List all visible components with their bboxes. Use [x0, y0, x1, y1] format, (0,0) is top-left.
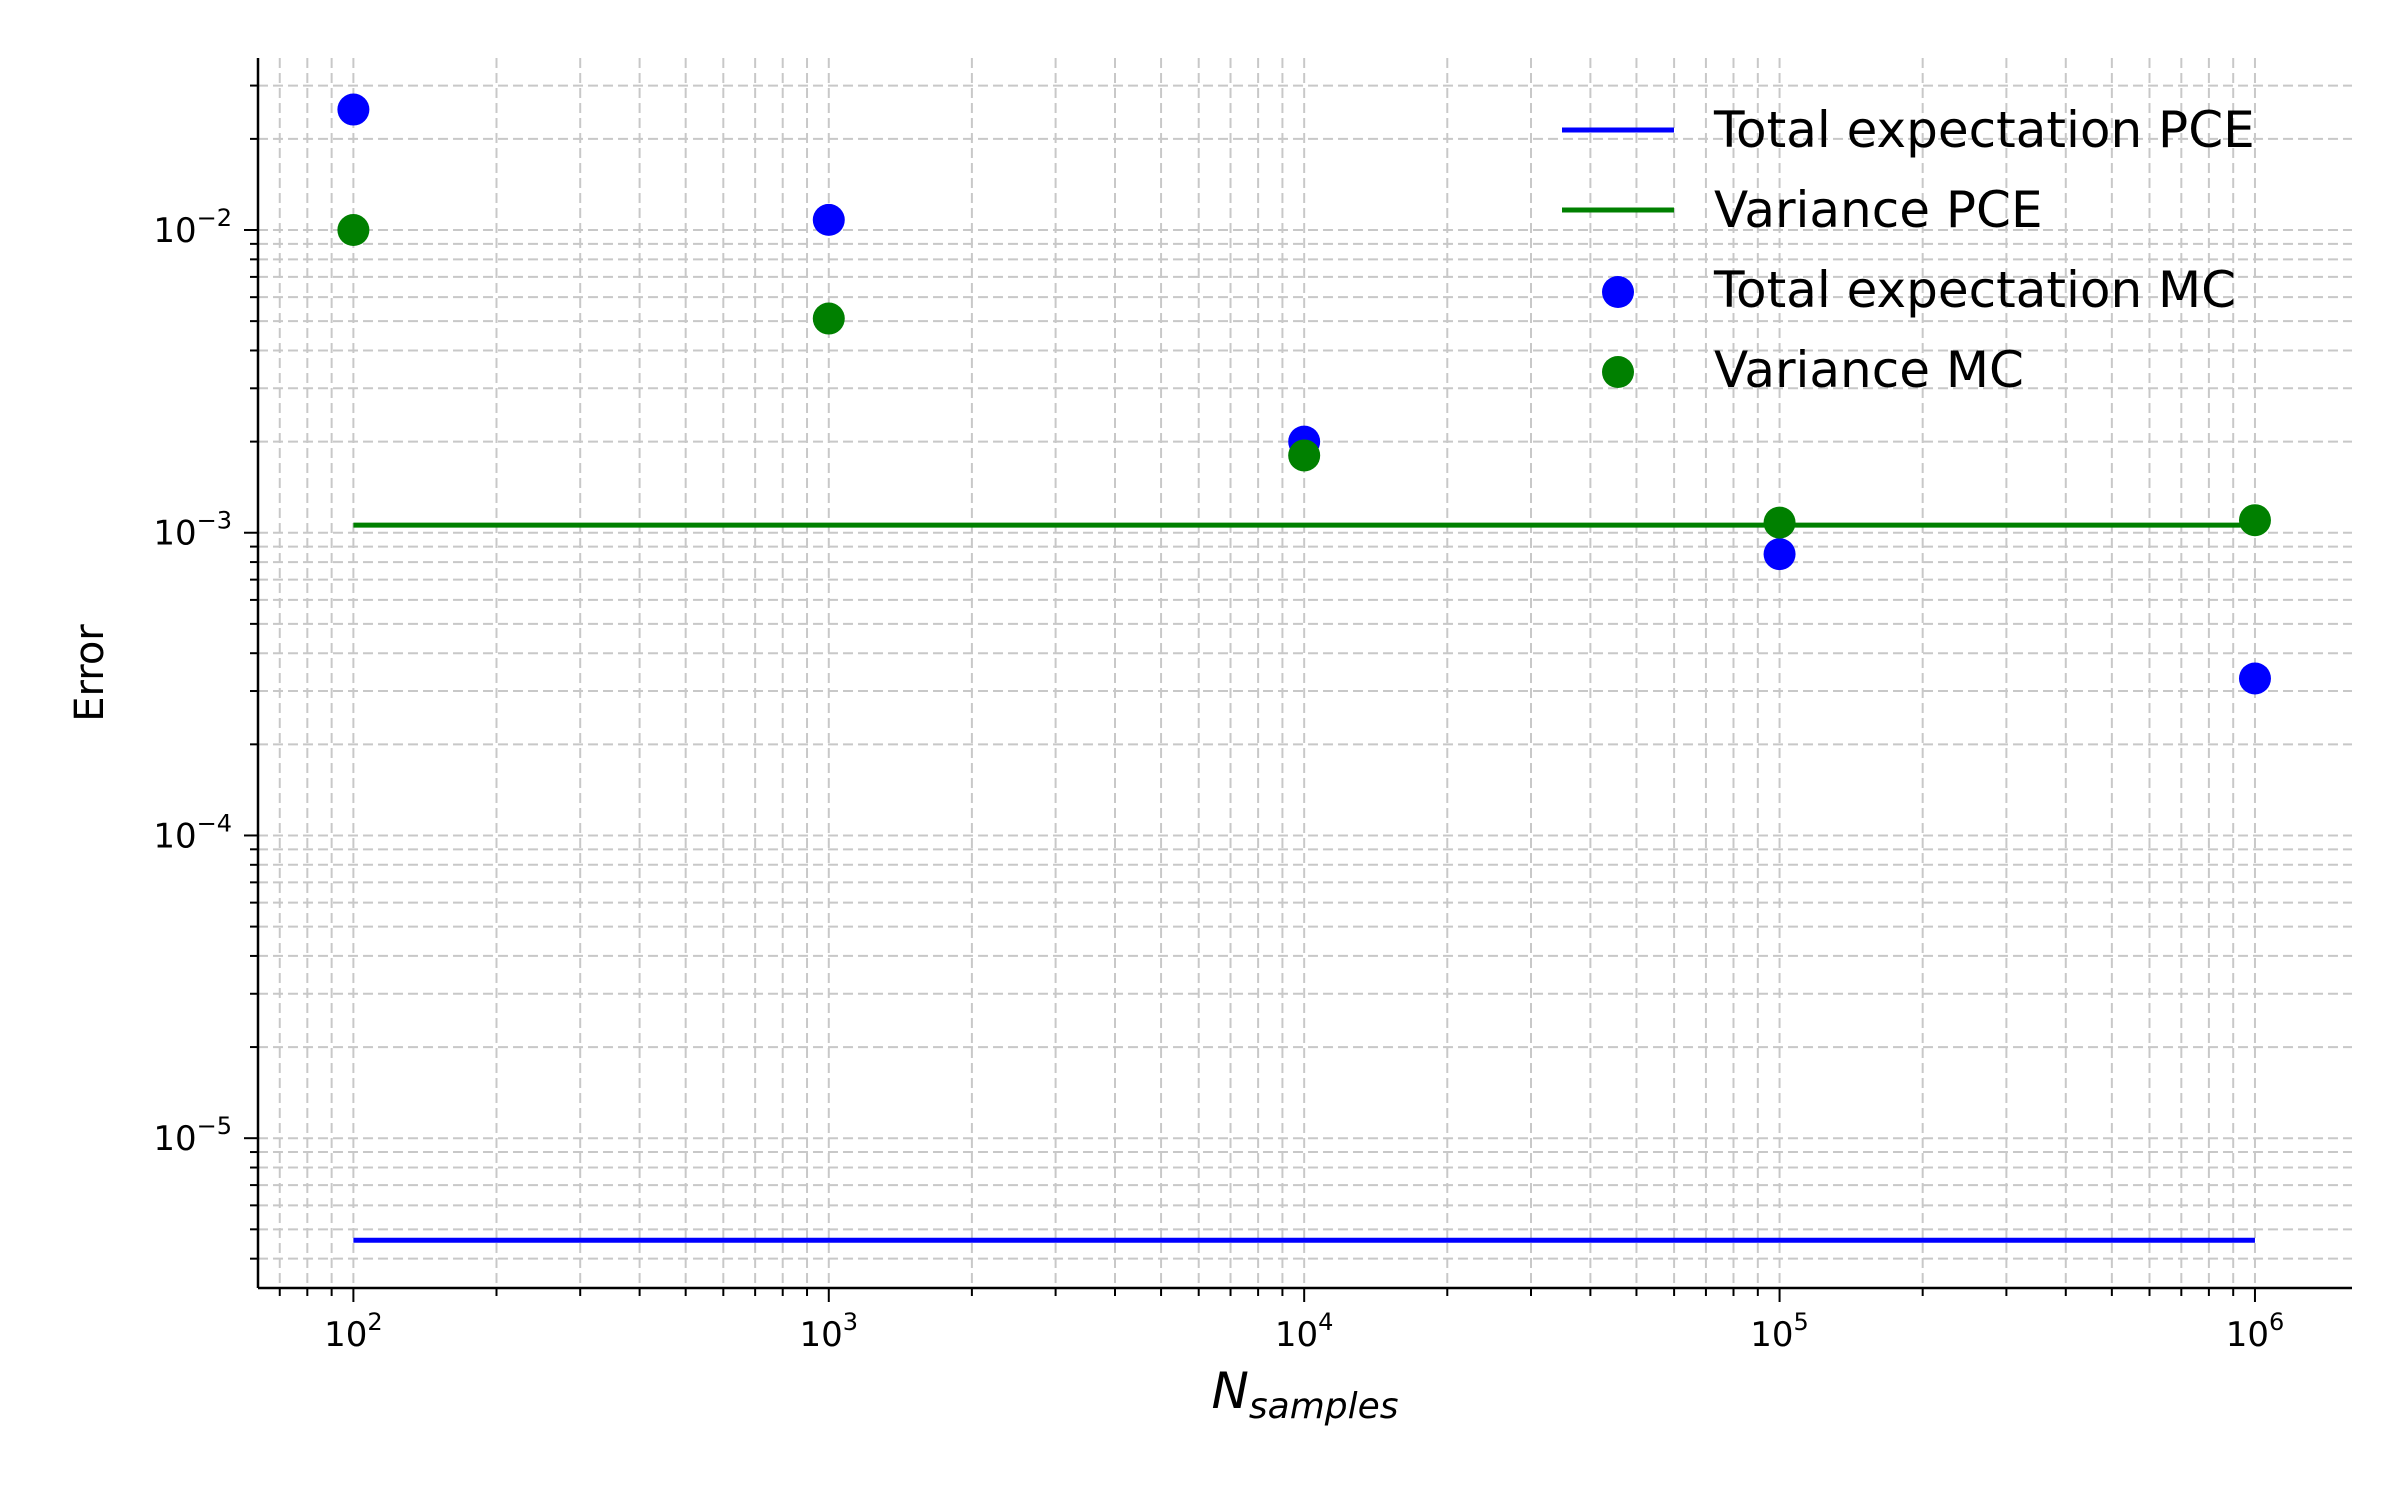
y-tick-label: 10−5	[153, 1112, 232, 1159]
x-tick-label-exponent: 6	[2269, 1308, 2284, 1336]
legend-swatch-total-expectation-mc	[1602, 276, 1634, 308]
point-total-expectation-mc	[337, 93, 370, 126]
x-tick-label-base: 10	[1750, 1315, 1793, 1355]
grid	[258, 58, 2352, 1288]
x-tick-label-base: 10	[2226, 1315, 2269, 1355]
point-variance-mc	[1288, 439, 1321, 472]
point-variance-mc	[812, 302, 845, 335]
point-total-expectation-mc	[812, 203, 845, 236]
x-tick-label-exponent: 4	[1318, 1308, 1333, 1336]
y-tick-label-base: 10	[153, 514, 196, 554]
x-tick-label: 105	[1750, 1308, 1809, 1355]
x-tick-label-base: 10	[1275, 1315, 1318, 1355]
x-tick-label: 106	[2226, 1308, 2285, 1355]
x-axis-label-subscript: samples	[1249, 1386, 1399, 1427]
y-tick-label: 10−3	[153, 507, 232, 554]
point-variance-mc	[2238, 504, 2271, 537]
legend-label-variance-pce: Variance PCE	[1714, 181, 2043, 239]
point-total-expectation-mc	[2238, 662, 2271, 695]
x-tick-label-exponent: 5	[1794, 1308, 1809, 1336]
x-tick-label: 102	[324, 1308, 383, 1355]
x-axis-label: Nsamples	[1211, 1362, 1398, 1427]
point-variance-mc	[1763, 506, 1796, 539]
y-axis-label: Error	[67, 624, 113, 722]
plot-area	[337, 93, 2271, 1243]
x-tick-label-exponent: 3	[843, 1308, 858, 1336]
point-total-expectation-mc	[1763, 538, 1796, 571]
x-tick-label-exponent: 2	[367, 1308, 382, 1336]
y-tick-label-exponent: −3	[197, 507, 232, 535]
y-tick-label-exponent: −5	[197, 1112, 232, 1140]
y-tick-label-base: 10	[153, 1119, 196, 1159]
x-tick-label-base: 10	[800, 1315, 843, 1355]
y-tick-label: 10−2	[153, 204, 232, 251]
x-tick-label-base: 10	[324, 1315, 367, 1355]
legend: Total expectation PCE Variance PCE Total e…	[1562, 101, 2255, 399]
point-variance-mc	[337, 214, 370, 247]
y-tick-label-exponent: −2	[197, 204, 232, 232]
y-tick-label-base: 10	[153, 211, 196, 251]
y-tick-label-exponent: −4	[197, 809, 232, 837]
x-tick-label: 104	[1275, 1308, 1334, 1355]
legend-swatch-variance-mc	[1602, 356, 1634, 388]
legend-label-variance-mc: Variance MC	[1714, 341, 2024, 399]
x-tick-label: 103	[800, 1308, 859, 1355]
y-tick-label: 10−4	[153, 809, 232, 856]
x-axis-label-main: N	[1211, 1362, 1248, 1420]
legend-label-total-expectation-mc: Total expectation MC	[1713, 261, 2236, 319]
y-tick-label-base: 10	[153, 816, 196, 856]
legend-label-total-expectation-pce: Total expectation PCE	[1713, 101, 2255, 159]
